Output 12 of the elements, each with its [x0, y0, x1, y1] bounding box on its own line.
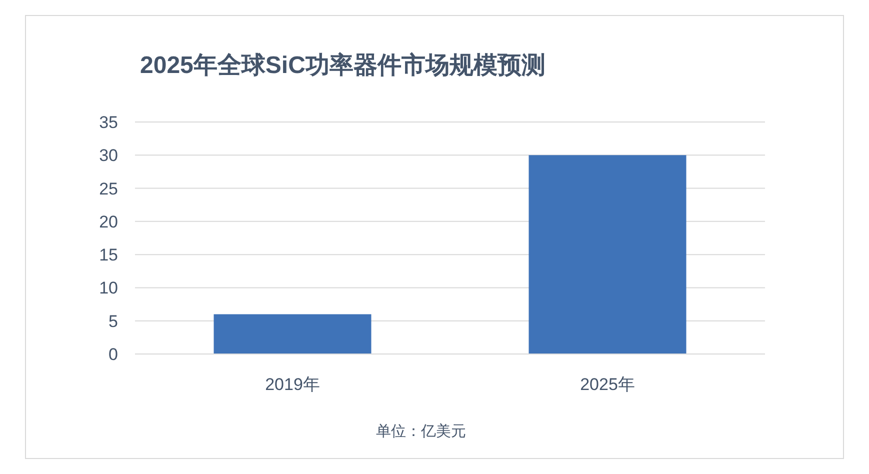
text: 单位：亿美元: [376, 423, 466, 440]
y-tick-label: 5: [108, 312, 118, 331]
x-tick-label: 2019年: [265, 375, 320, 394]
y-tick-label: 20: [99, 212, 118, 232]
x-tick-label: 2025年: [580, 375, 635, 394]
y-tick-label: 10: [99, 278, 118, 298]
y-tick-label: 0: [108, 345, 118, 364]
y-tick-label: 25: [99, 179, 118, 198]
y-tick-label: 15: [99, 246, 118, 265]
y-tick-label: 30: [99, 146, 118, 166]
title: 2025年全球SiC功率器件市场规模预测: [140, 52, 546, 79]
y-tick-label: 35: [99, 113, 118, 132]
